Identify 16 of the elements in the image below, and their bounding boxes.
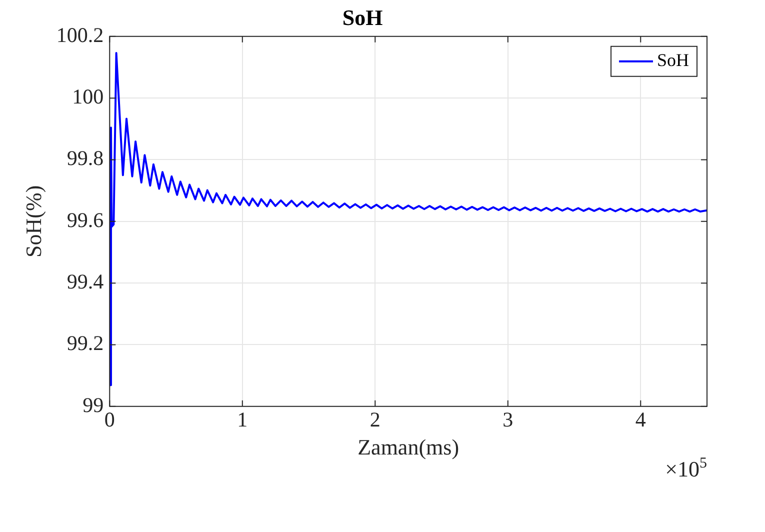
y-tick-label: 99.2 [66,331,104,356]
chart-title: SoH [342,4,383,30]
legend-label: SoH [656,50,690,70]
y-tick-label: 99.8 [66,146,104,170]
y-tick-label: 99.6 [66,208,104,232]
y-tick-label: 100.2 [56,22,104,47]
y-tick-label: 99.4 [66,270,104,294]
x-tick-label: 0 [104,408,115,432]
x-axis-title: Zaman(ms) [358,434,460,460]
x-tick-label: 3 [502,408,514,432]
x-tick-label: 4 [635,408,646,432]
y-axis-title: SoH(%) [20,185,46,258]
x-tick-label: 1 [237,408,248,432]
y-tick-label: 99 [82,392,104,417]
y-tick-label: 100 [72,84,104,109]
x-tick-label: 2 [370,408,380,432]
